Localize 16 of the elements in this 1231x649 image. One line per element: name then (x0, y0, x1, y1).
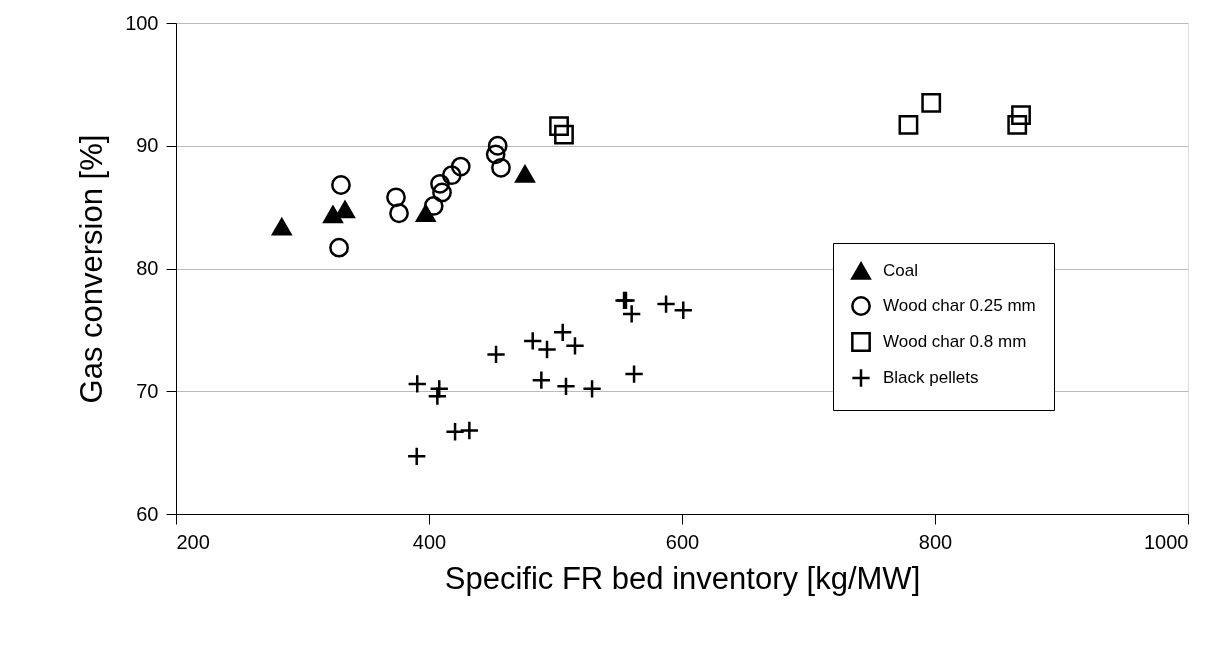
y-tick-label: 70 (136, 379, 159, 402)
legend-label: Wood char 0.25 mm (883, 296, 1036, 315)
x-tick-label: 200 (176, 530, 210, 553)
x-tick-label: 800 (918, 530, 953, 553)
legend-label: Coal (883, 261, 918, 280)
x-tick-label: 600 (665, 530, 700, 553)
x-tick-label: 400 (412, 530, 447, 553)
y-tick-label: 80 (136, 257, 159, 279)
x-tick-label: 1000 (1144, 530, 1189, 553)
y-tick-label: 60 (136, 502, 159, 525)
y-tick-label: 100 (125, 11, 159, 34)
y-axis-title: Gas conversion [%] (74, 134, 110, 404)
legend-label: Wood char 0.8 mm (883, 332, 1027, 351)
legend-label: Black pellets (883, 368, 979, 387)
x-axis-title: Specific FR bed inventory [kg/MW] (444, 560, 921, 596)
y-tick-label: 90 (136, 134, 159, 157)
